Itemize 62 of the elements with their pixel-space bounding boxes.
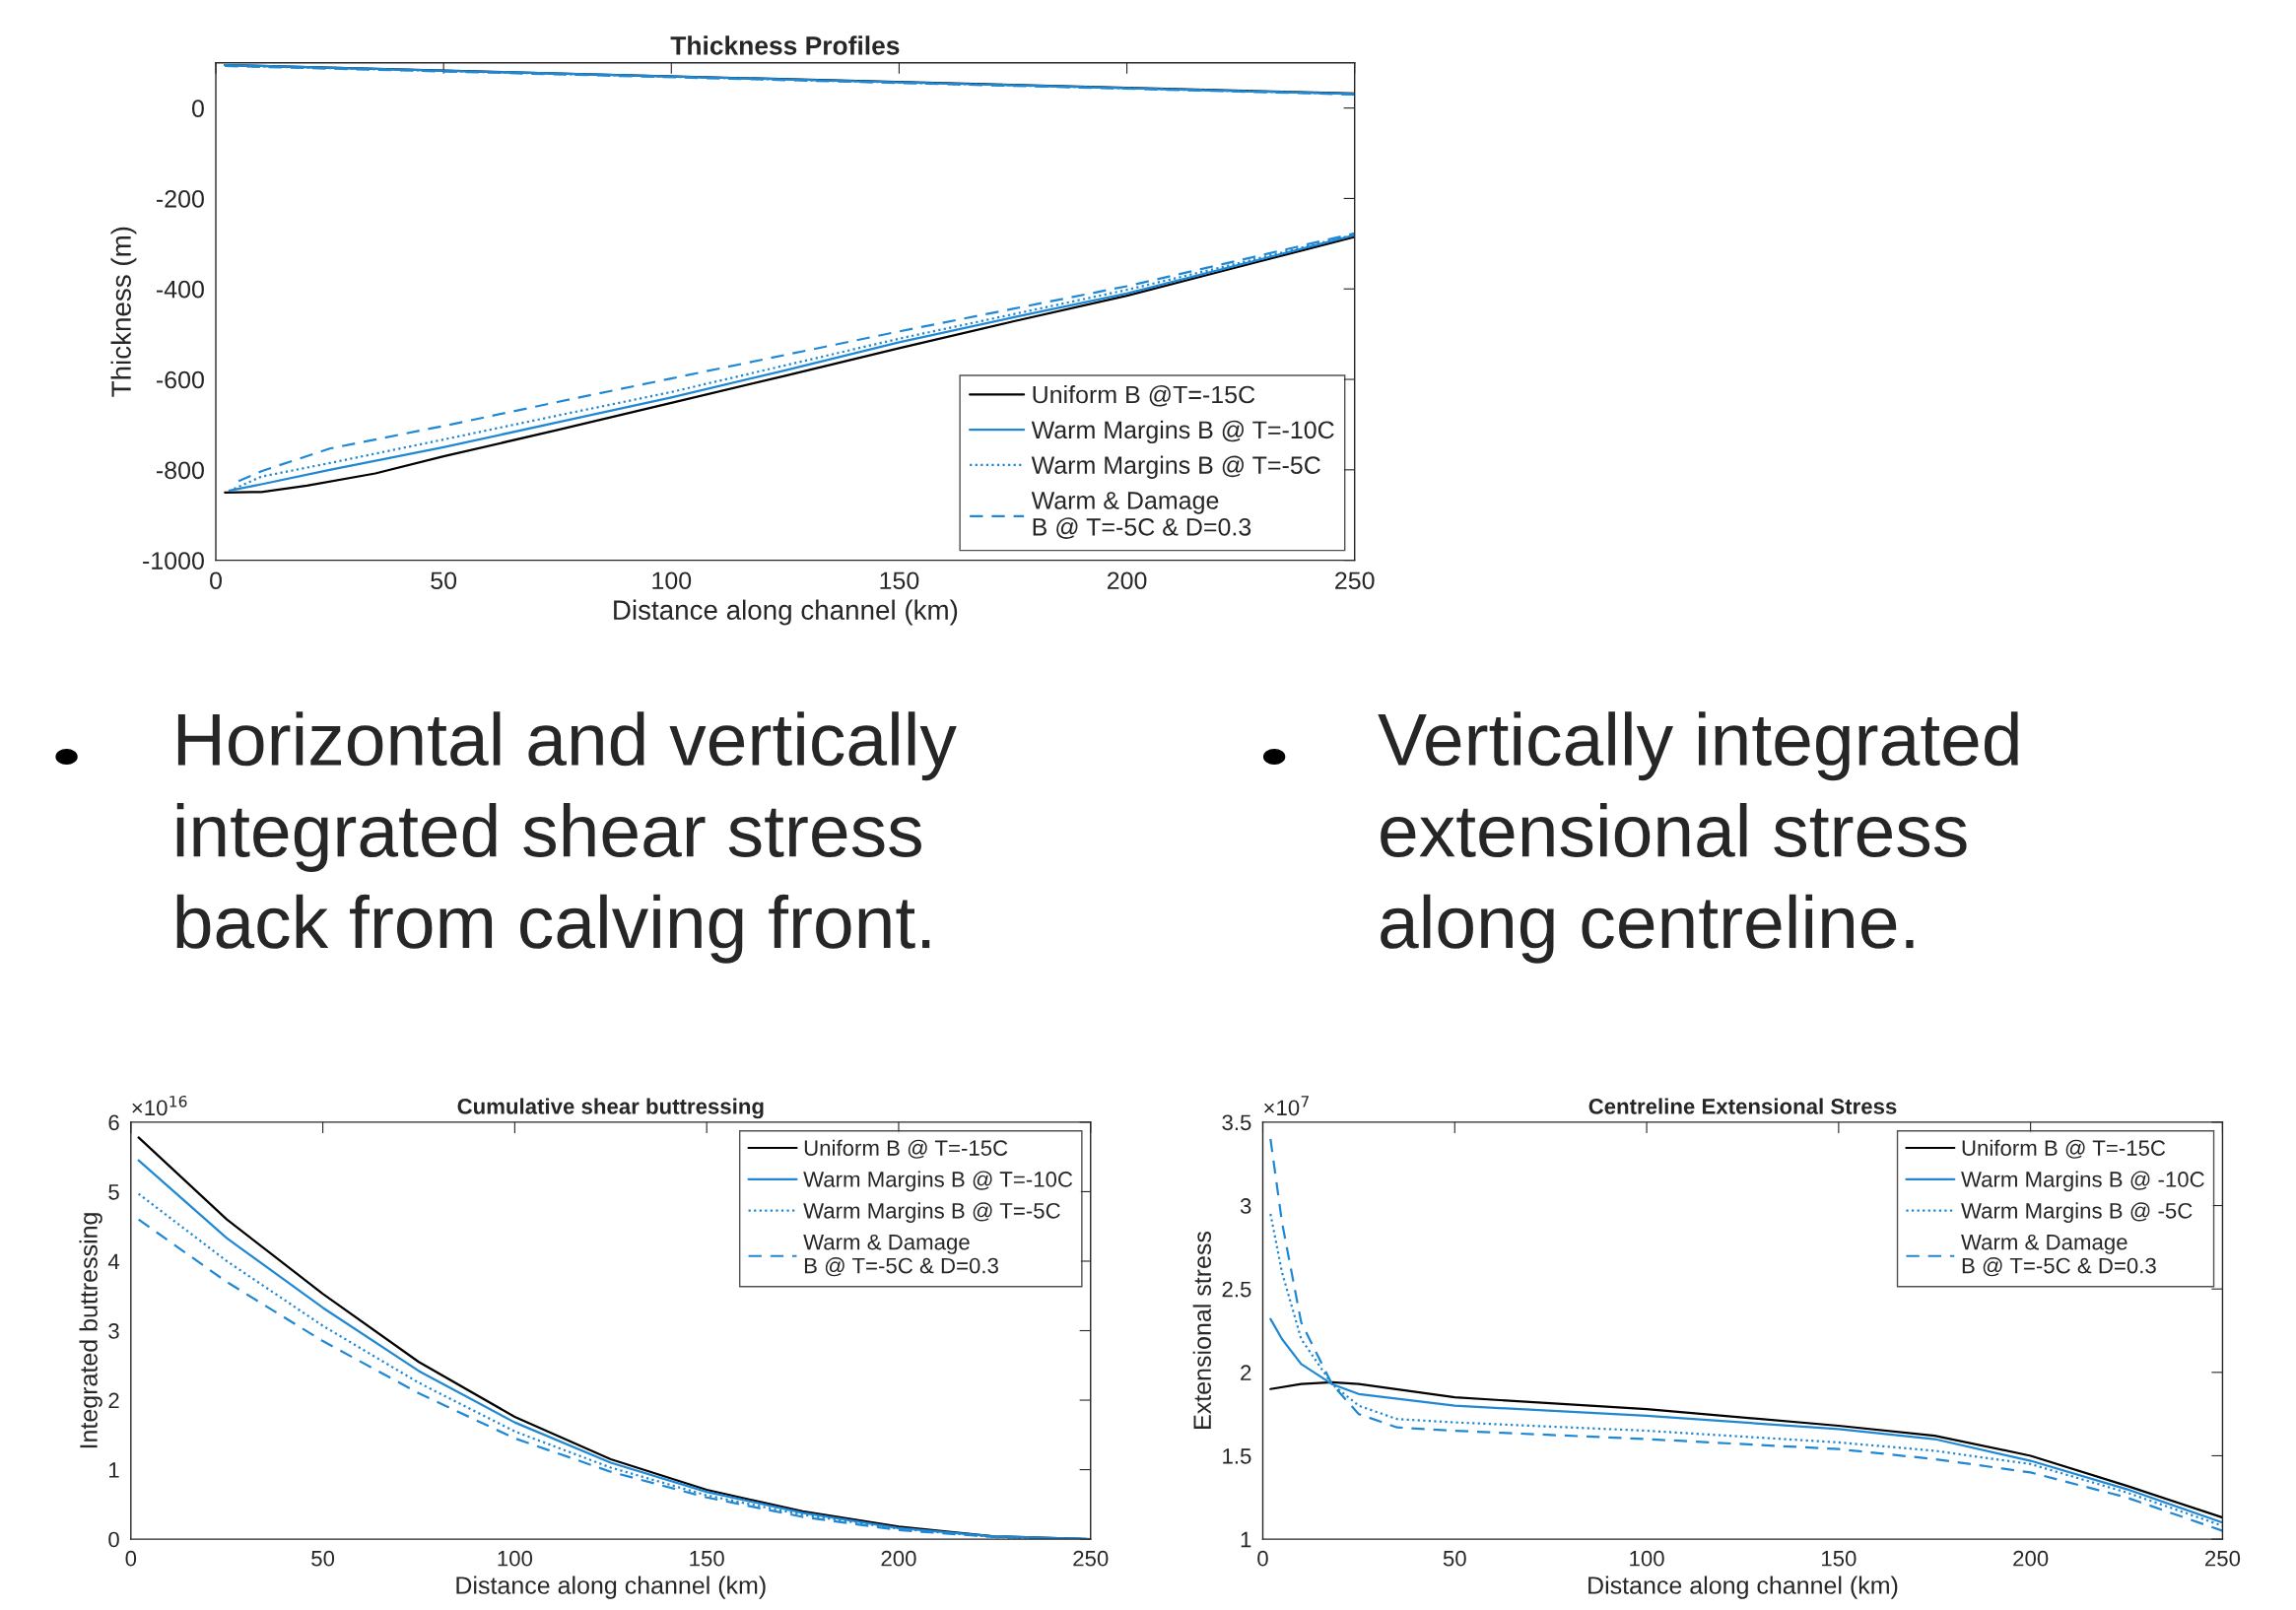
y-tick-label: -800	[156, 461, 204, 480]
x-tick-label: 200	[2013, 1550, 2049, 1567]
legend-label: Warm Margins B @ T=-5C	[803, 1202, 1060, 1224]
legend-label: Warm Margins B @ -10C	[1961, 1171, 2204, 1192]
y-tick-label: 1.5	[1223, 1448, 1251, 1464]
x-tick-label: 150	[690, 1550, 724, 1567]
legend-label: Warm Margins B @ -5C	[1961, 1202, 2193, 1224]
x-tick-label: 250	[2205, 1550, 2241, 1567]
y-tick-label: 0	[108, 1531, 119, 1548]
legend-label: Uniform B @ T=-15C	[1962, 1139, 2166, 1159]
x-tick-label: 0	[1257, 1550, 1268, 1567]
x-axis-title: Distance along channel (km)	[456, 1576, 766, 1599]
chart-title: Cumulative shear buttressing	[457, 1098, 764, 1119]
legend-label: Warm & Damage B @ T=-5C & D=0.3	[1961, 1234, 2156, 1277]
x-tick-label: 100	[652, 571, 692, 590]
x-axis-title: Distance along channel (km)	[614, 599, 958, 626]
x-tick-label: 200	[1107, 571, 1147, 590]
legend-label: Uniform B @ T=-15C	[804, 1139, 1008, 1159]
x-tick-label: 150	[1822, 1550, 1857, 1567]
text: Vertically integrated extensional stress along centreline.	[1378, 711, 2018, 964]
y-tick-label: 1	[109, 1462, 119, 1478]
legend-label: Warm Margins B @ T=-10C	[803, 1171, 1073, 1192]
y-tick-label: 3.5	[1222, 1114, 1251, 1131]
legend-label: Warm & Damage B @ T=-5C & D=0.3	[803, 1234, 998, 1277]
text: ×10$^{16}$	[132, 1095, 187, 1116]
x-tick-label: 0	[210, 571, 222, 590]
y-tick-label: -200	[156, 190, 204, 208]
x-tick-label: 200	[881, 1550, 916, 1567]
x-tick-label: 50	[311, 1550, 335, 1567]
y-tick-label: 6	[108, 1114, 119, 1131]
legend-label: Warm Margins B @ T=-10C	[1031, 420, 1334, 444]
y-tick-label: 3	[108, 1323, 119, 1339]
y-tick-label: -600	[156, 370, 204, 389]
y-axis-title: Thickness (m)	[110, 227, 137, 397]
chart-title: Centreline Extensional Stress	[1588, 1098, 1897, 1114]
x-tick-label: 250	[1335, 571, 1375, 590]
x-tick-label: 50	[431, 571, 457, 590]
chart-title: Thickness Profiles	[670, 35, 900, 55]
y-tick-label: 2.5	[1222, 1281, 1251, 1298]
y-tick-label: 2	[108, 1392, 119, 1409]
legend-label: Uniform B @T=-15C	[1033, 384, 1255, 407]
legend-label: Warm Margins B @ T=-5C	[1031, 455, 1320, 479]
y-tick-label: 2	[1241, 1365, 1251, 1380]
x-tick-label: 150	[880, 571, 919, 590]
text: Horizontal and vertically integrated shear stress back from calving front.	[176, 711, 957, 964]
x-axis-title: Distance along channel (km)	[1588, 1576, 1898, 1599]
y-tick-label: 0	[191, 100, 204, 117]
y-tick-label: 3	[1240, 1198, 1251, 1214]
y-tick-label: 4	[107, 1253, 120, 1270]
y-tick-label: -1000	[143, 552, 204, 570]
y-axis-title: Integrated buttressing	[79, 1213, 102, 1448]
x-tick-label: 0	[125, 1550, 137, 1567]
legend-label: Warm & Damage B @ T=-5C & D=0.3	[1031, 492, 1251, 539]
y-tick-label: 1	[1241, 1531, 1251, 1548]
y-axis-title: Extensional stress	[1192, 1231, 1211, 1429]
x-tick-label: 250	[1073, 1550, 1109, 1567]
x-tick-label: 100	[498, 1550, 533, 1567]
text: ×10$^{7}$	[1264, 1096, 1309, 1116]
x-tick-label: 100	[1630, 1550, 1664, 1567]
y-tick-label: 5	[108, 1184, 119, 1200]
y-tick-label: -400	[156, 280, 204, 299]
x-tick-label: 50	[1443, 1550, 1466, 1567]
